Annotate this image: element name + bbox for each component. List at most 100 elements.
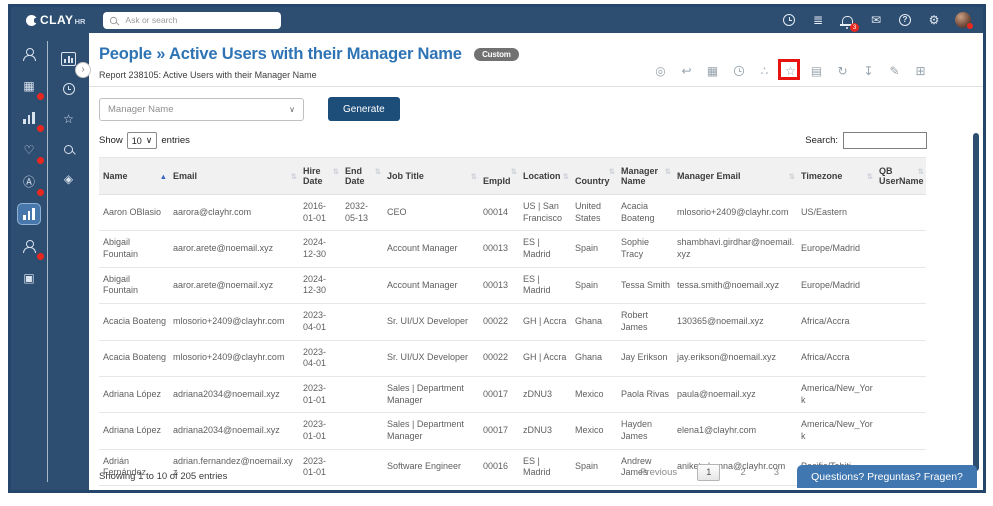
column-header-email[interactable]: ⇅ Email: [169, 157, 299, 195]
sidebar-item-reports[interactable]: [17, 203, 41, 225]
cell-name: Adrián Fernández: [99, 485, 169, 490]
cell-emp_id: 00014: [479, 194, 519, 232]
column-header-hire_date[interactable]: ⇅ Hire Date: [299, 157, 341, 195]
cell-job_title: Account Manager: [383, 267, 479, 305]
table-search: Search:: [805, 132, 927, 149]
column-header-emp_id[interactable]: ⇅ EmpId: [479, 157, 519, 195]
cell-manager_name: Sophie Tracy: [617, 230, 673, 268]
sidebar-item-report-chart[interactable]: [58, 49, 80, 69]
sidebar-item-people[interactable]: [17, 43, 41, 65]
column-header-manager_name[interactable]: ⇅ Manager Name: [617, 157, 673, 195]
undo-icon[interactable]: ↩: [680, 64, 693, 77]
clayhr-logo[interactable]: CLAY HR: [26, 13, 85, 27]
table-search-input[interactable]: [843, 132, 927, 149]
sidebar-secondary-nav: ☆ ◈: [48, 49, 89, 189]
cell-manager_name: Tessa Smith: [617, 267, 673, 305]
messages-envelope-icon[interactable]: ✉: [868, 12, 884, 28]
breadcrumb[interactable]: People »: [99, 45, 166, 63]
previous-button[interactable]: Previous: [640, 467, 678, 478]
sidebar-item-search[interactable]: [58, 139, 80, 159]
global-search-input[interactable]: [123, 14, 276, 26]
help-icon[interactable]: ?: [897, 12, 913, 28]
sidebar-item-clipboard[interactable]: ▣: [17, 267, 41, 289]
cell-emp_id: 00013: [479, 230, 519, 268]
cell-emp_id: 00016: [479, 485, 519, 490]
cell-qb_username: [875, 412, 926, 450]
refresh-icon[interactable]: ↻: [836, 64, 849, 77]
edit-icon[interactable]: ✎: [888, 64, 901, 77]
sidebar-item-tasks-board[interactable]: ▦: [17, 75, 44, 100]
column-label: QB UserName: [879, 166, 924, 186]
column-header-name[interactable]: ▲ Name: [99, 157, 169, 195]
sidebar-item-stacked-reports[interactable]: ◈: [58, 169, 80, 189]
column-header-timezone[interactable]: ⇅ Timezone: [797, 157, 875, 195]
sidebar-item-engagement[interactable]: ♡: [17, 139, 44, 164]
cell-emp_id: 00016: [479, 449, 519, 487]
column-label: Timezone: [801, 171, 843, 181]
global-search[interactable]: [103, 11, 282, 29]
cell-email: aaror.arete@noemail.xyz: [169, 267, 299, 305]
annotation-red-box: [778, 59, 800, 80]
column-label: End Date: [345, 166, 365, 186]
scrollbar[interactable]: [973, 133, 979, 471]
sidebar-expand-button[interactable]: ›: [75, 62, 91, 78]
share-icon[interactable]: ∴: [758, 64, 771, 77]
print-icon[interactable]: ▤: [810, 64, 823, 77]
settings-gear-icon[interactable]: ⚙: [926, 12, 942, 28]
sort-icon: ⇅: [866, 172, 873, 181]
cell-end_date: [341, 230, 383, 268]
table-icon[interactable]: ▦: [706, 64, 719, 77]
sidebar-item-recent-clock[interactable]: [58, 79, 80, 99]
alert-dot: [37, 125, 44, 132]
cell-job_title: Sales | Department Manager: [383, 412, 479, 450]
column-header-location[interactable]: ⇅ Location: [519, 157, 571, 195]
chevron-down-icon: ∨: [289, 104, 295, 114]
cell-timezone: America/New_York: [797, 412, 875, 450]
page-size-control: Show 10 ∨ entries: [99, 132, 190, 149]
inbox-icon[interactable]: ≣: [810, 12, 826, 28]
cell-end_date: [341, 340, 383, 377]
download-icon[interactable]: ↧: [862, 64, 875, 77]
sidebar-item-meetings[interactable]: [17, 235, 44, 260]
cell-timezone: Europe/Madrid: [797, 267, 875, 305]
stacked-reports-icon: ◈: [63, 172, 74, 186]
column-label: Hire Date: [303, 166, 323, 186]
column-header-end_date[interactable]: ⇅ End Date: [341, 157, 383, 195]
page-size-select[interactable]: 10 ∨: [126, 132, 158, 149]
sort-icon: ⇅: [788, 172, 795, 181]
notifications-bell-icon[interactable]: 3: [839, 12, 859, 32]
cell-emp_id: 00017: [479, 376, 519, 414]
sort-icon: ⇅: [917, 167, 924, 176]
showing-entries-text: Showing 1 to 10 of 205 entries: [99, 471, 228, 482]
column-header-manager_email[interactable]: ⇅ Manager Email: [673, 157, 797, 195]
sidebar-item-goals-chart[interactable]: [17, 107, 44, 132]
page-button-1[interactable]: 1: [697, 464, 721, 481]
questions-button[interactable]: Questions? Preguntas? Fragen?: [797, 465, 977, 488]
user-avatar[interactable]: [955, 12, 973, 29]
timer-icon[interactable]: [781, 12, 797, 28]
favorite-star-icon[interactable]: ☆: [778, 59, 800, 80]
page-button-3[interactable]: 3: [773, 467, 779, 478]
report-chart-icon: [61, 52, 76, 66]
table-icon: ▦: [706, 63, 719, 78]
cell-end_date: [341, 376, 383, 414]
column-label: Email: [173, 171, 198, 181]
history-icon[interactable]: [732, 64, 745, 77]
column-header-qb_username[interactable]: ⇅ QB UserName: [875, 157, 926, 195]
manager-name-select[interactable]: Manager Name ∨: [99, 97, 304, 121]
search-icon: [110, 16, 118, 24]
comments-icon[interactable]: ◎: [654, 64, 667, 77]
column-label: Manager Email: [677, 171, 741, 181]
edit-icon: ✎: [889, 63, 900, 78]
column-header-job_title[interactable]: ⇅ Job Title: [383, 157, 479, 195]
download-icon: ↧: [863, 63, 874, 78]
timer-icon: [783, 14, 795, 26]
cell-hire_date: 2023-01-01: [299, 449, 341, 487]
generate-button[interactable]: Generate: [328, 97, 400, 121]
sidebar-item-favorites-star[interactable]: ☆: [58, 109, 80, 129]
page-button-2[interactable]: 2: [740, 467, 746, 478]
cell-timezone: Europe/Madrid: [797, 230, 875, 268]
expand-icon[interactable]: ⊞: [914, 64, 927, 77]
sidebar-item-a-badge[interactable]: Ⓐ: [17, 171, 44, 196]
column-header-country[interactable]: ⇅ Country: [571, 157, 617, 195]
